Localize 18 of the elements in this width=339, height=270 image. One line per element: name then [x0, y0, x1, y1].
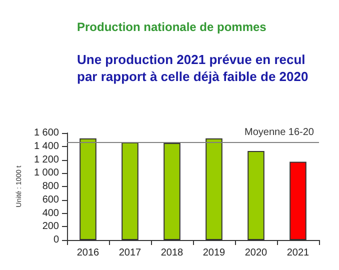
y-tick-label: 1 200 [34, 154, 60, 166]
ref-line-label: Moyenne 16-20 [244, 126, 314, 138]
x-tick-label: 2021 [286, 248, 310, 258]
y-tick-label: 600 [42, 194, 60, 206]
y-tick-label: 1 600 [34, 128, 60, 138]
chart-title: Production nationale de pommes [77, 20, 267, 34]
y-tick-label: 1 000 [34, 168, 60, 179]
x-tick-label: 2020 [244, 248, 268, 258]
y-tick-label: 1 400 [34, 140, 60, 152]
x-tick-label: 2019 [202, 248, 226, 258]
y-tick-label: 0 [53, 234, 60, 246]
x-tick-label: 2016 [76, 248, 100, 258]
y-tick-label: 400 [42, 208, 60, 219]
x-tick-label: 2018 [160, 248, 184, 258]
y-tick-label: 800 [42, 181, 60, 192]
x-tick-label: 2017 [118, 248, 142, 258]
chart-subtitle: Une production 2021 prévue en recul par rapport à celle déjà faible de 2020 [77, 52, 308, 84]
y-tick-label: 200 [42, 221, 60, 232]
